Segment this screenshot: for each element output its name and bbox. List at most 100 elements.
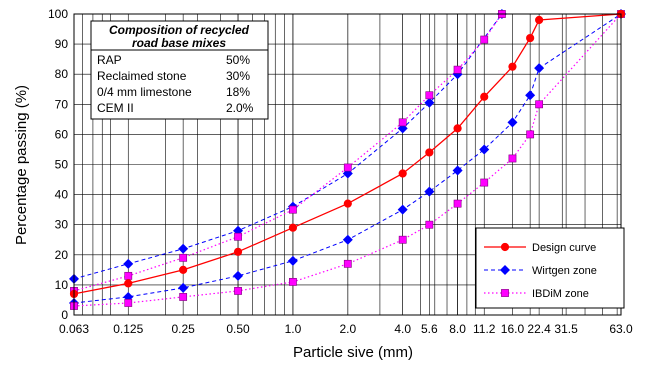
ibdim-zone-point: [480, 178, 489, 187]
design-curve-point: [233, 247, 243, 256]
design-curve-point: [425, 148, 434, 157]
wirtgen-zone-point: [525, 90, 536, 101]
y-tick-label: 20: [55, 248, 69, 262]
legend-swatch-ibdim-zone: [484, 289, 526, 297]
wirtgen-zone-point: [397, 123, 408, 134]
composition-table-frame: [90, 20, 269, 120]
x-tick-label: 63.0: [609, 322, 633, 336]
tick-labels: 0.063 0.125 0.25 0.50 1.0 2.0 4.0 5.6 8.0 11.2 16.…: [48, 7, 633, 336]
y-tick-label: 70: [55, 97, 69, 111]
x-tick-label: 0.25: [171, 322, 195, 336]
wirtgen-zone-point: [123, 258, 134, 269]
composition-header-line2: road base mixes: [132, 36, 226, 50]
ibdim-zone-point: [124, 299, 133, 307]
ibdim-zone-point: [343, 163, 352, 172]
legend: Design curve Wirtgen zone IBDiM zone: [475, 227, 625, 309]
wirtgen-zone-point: [178, 282, 189, 293]
wirtgen-zone-point: [452, 165, 463, 176]
ibdim-zone-point: [398, 118, 407, 127]
wirtgen-zone-point: [534, 63, 545, 74]
x-axis-title: Particle sive (mm): [293, 344, 413, 361]
ibdim-zone-point: [289, 205, 297, 214]
y-tick-label: 30: [55, 218, 69, 232]
wirtgen-zone-point: [424, 186, 435, 197]
ibdim-zone-point: [526, 130, 535, 139]
wirtgen-zone-lower-line: [73, 13, 622, 304]
x-tick-label: 16.0: [501, 322, 525, 336]
composition-component: 0/4 mm limestone: [97, 85, 192, 99]
x-tick-label: 0.50: [226, 322, 250, 336]
design-curve-point: [398, 169, 407, 178]
y-tick-label: 90: [55, 37, 69, 51]
legend-swatch-wirtgen-zone: [484, 265, 526, 275]
composition-share: 50%: [226, 53, 250, 67]
ibdim-zone-point: [425, 91, 434, 100]
x-tick-label: 0.063: [59, 322, 89, 336]
design-curve-point: [343, 199, 352, 208]
design-curve-point: [526, 33, 535, 43]
design-curve-point: [179, 265, 188, 274]
composition-share: 2.0%: [226, 101, 254, 115]
legend-label-design-curve: Design curve: [532, 242, 596, 254]
composition-component: CEM II: [97, 101, 134, 115]
ibdim-zone-point: [398, 235, 407, 244]
legend-label-wirtgen-zone: Wirtgen zone: [532, 265, 597, 277]
wirtgen-zone-point: [397, 204, 408, 215]
wirtgen-zone-upper-line: [73, 13, 503, 280]
y-tick-label: 60: [55, 127, 69, 141]
composition-component: RAP: [97, 53, 122, 67]
ibdim-zone-point: [179, 293, 188, 301]
composition-header-line1: Composition of recycled: [109, 23, 250, 37]
x-tick-label: 22.4: [527, 322, 551, 336]
x-tick-label: 1.0: [285, 322, 302, 336]
wirtgen-zone-point: [507, 117, 518, 128]
legend-swatch-design-curve: [484, 242, 526, 252]
legend-swatch-ibdim-zone-marker: [501, 289, 509, 297]
ibdim-zone-point: [124, 271, 133, 280]
x-tick-label: 8.0: [449, 322, 466, 336]
legend-swatch-wirtgen-zone-marker: [500, 265, 510, 275]
wirtgen-zone-point: [178, 243, 189, 254]
ibdim-zone-point: [343, 259, 352, 268]
wirtgen-zone-point: [342, 234, 353, 245]
legend-entries: [484, 242, 526, 297]
legend-label-ibdim-zone: IBDiM zone: [532, 288, 589, 300]
y-tick-label: 10: [55, 278, 69, 292]
y-tick-label: 50: [55, 158, 69, 172]
design-curve-point: [288, 223, 298, 232]
ibdim-zone-point: [234, 287, 242, 295]
design-curve-point: [453, 124, 462, 133]
y-tick-label: 100: [48, 7, 68, 21]
x-tick-label: 5.6: [421, 322, 438, 336]
x-tick-label: 11.2: [473, 322, 496, 336]
y-tick-label: 80: [55, 67, 69, 81]
composition-table: Composition of recycled road base mixes …: [90, 20, 269, 120]
ibdim-zone-point: [425, 220, 434, 229]
design-curve-point: [124, 279, 133, 288]
x-tick-label: 4.0: [394, 322, 411, 336]
plot-frame: [73, 13, 622, 316]
ibdim-zone-point: [453, 65, 462, 74]
ibdim-zone-point: [234, 232, 242, 241]
design-curve-point: [535, 15, 544, 25]
ibdim-zone-point: [508, 154, 517, 163]
wirtgen-zone-point: [233, 270, 244, 281]
design-curve-point: [480, 92, 489, 101]
legend-swatch-design-curve-marker: [500, 242, 510, 252]
ibdim-zone-point: [453, 199, 462, 208]
design-curve-line: [73, 13, 622, 295]
y-tick-label: 40: [55, 188, 69, 202]
ibdim-zone-point: [480, 35, 489, 44]
composition-component: Reclaimed stone: [97, 69, 187, 83]
composition-share: 18%: [226, 85, 250, 99]
wirtgen-zone-point: [287, 255, 298, 266]
ibdim-zone-lower-line: [73, 13, 622, 307]
design-curve-point: [508, 62, 517, 71]
y-tick-label: 0: [61, 308, 68, 322]
x-tick-label: 2.0: [339, 322, 356, 336]
x-tick-label: 31.5: [554, 322, 578, 336]
ibdim-zone-point: [179, 253, 188, 262]
ibdim-zone-point: [289, 277, 297, 286]
wirtgen-zone-point: [424, 97, 435, 108]
